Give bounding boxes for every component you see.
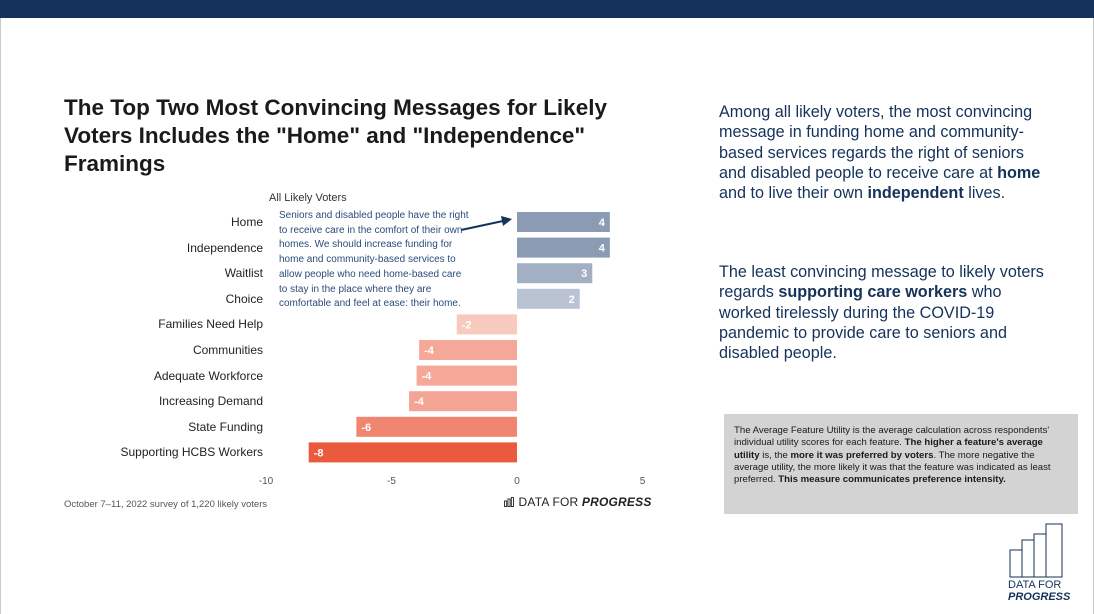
data-label: -4	[422, 371, 433, 383]
para1-home: home	[997, 163, 1041, 182]
annotation-arrow-line	[460, 220, 504, 231]
top-bar	[0, 0, 1094, 18]
x-tick-label: -5	[387, 476, 396, 487]
para1-text-e: lives.	[963, 184, 1006, 203]
category-label: Home	[230, 215, 263, 229]
data-for-progress-logo-icon	[1009, 523, 1063, 578]
data-label: -8	[314, 447, 324, 459]
utility-explanation-box: The Average Feature Utility is the avera…	[724, 414, 1078, 514]
category-label: Choice	[225, 291, 263, 306]
category-label: Waitlist	[224, 266, 263, 281]
big-logo-line1: DATA FOR	[1008, 579, 1062, 591]
bar-supporting-hcbs-workers	[308, 442, 517, 463]
data-for-progress-logo-text: DATA FOR PROGRESS	[1008, 579, 1070, 603]
chart-subtitle: All Likely Voters	[269, 192, 347, 204]
box-text-a: The Average Feature Utility is the avera…	[734, 425, 1050, 449]
para1-independent: independent	[867, 184, 964, 203]
category-label: Independence	[186, 240, 263, 255]
para2-care-workers: supporting care workers	[778, 283, 968, 302]
home-message-annotation: Seniors and disabled people have the rig…	[279, 210, 469, 310]
utility-explanation-text: The Average Feature Utility is the avera…	[734, 425, 1070, 486]
category-label: Communities	[192, 343, 263, 357]
data-label: -6	[361, 422, 371, 434]
bar-increasing-demand	[409, 391, 517, 412]
data-label: 3	[581, 268, 587, 280]
para1-text-a: Among all likely voters, the most convin…	[719, 103, 1033, 182]
bar-families-need-help	[456, 314, 517, 335]
data-label: -2	[462, 319, 472, 331]
logo-small-part2: PROGRESS	[581, 495, 652, 509]
data-label: -4	[424, 345, 435, 357]
data-for-progress-logo-small: DATA FOR PROGRESS	[504, 495, 652, 509]
most-convincing-paragraph: Among all likely voters, the most convin…	[719, 102, 1049, 203]
left-border	[0, 18, 1, 614]
x-tick-label: 0	[514, 476, 520, 487]
chart-title: The Top Two Most Convincing Messages for…	[64, 95, 607, 176]
data-label: -4	[414, 396, 425, 408]
x-tick-label: -10	[259, 476, 274, 487]
big-logo-line2: PROGRESS	[1008, 591, 1071, 603]
data-label: 4	[599, 243, 606, 255]
data-label: 4	[599, 217, 606, 229]
bar-communities	[419, 340, 517, 360]
box-text-e: . The more negative the average utility,…	[734, 449, 1051, 486]
logo-small-part1: DATA FOR	[518, 495, 582, 509]
bar-logo-icon	[504, 497, 514, 507]
box-text-d: more it was preferred by voters	[790, 449, 934, 461]
category-label: Supporting HCBS Workers	[120, 445, 264, 460]
category-label: Adequate Workforce	[153, 368, 263, 383]
bar-state-funding	[356, 416, 517, 437]
category-label: Increasing Demand	[158, 394, 263, 409]
bar-choice	[517, 288, 580, 309]
source-note: October 7–11, 2022 survey of 1,220 likel…	[64, 499, 268, 510]
bar-independence	[517, 237, 610, 258]
category-label: State Funding	[188, 419, 263, 434]
box-text-f: This measure communicates preference int…	[778, 474, 1006, 486]
para2-text-a: The least convincing message to likely v…	[719, 263, 1044, 302]
bar-waitlist	[517, 263, 593, 284]
bar-home	[517, 212, 610, 232]
para1-text-c: and to live their own	[719, 184, 868, 203]
box-text-c: is, the	[759, 449, 791, 461]
box-text-b: The higher a feature's average utility	[734, 437, 1043, 461]
least-convincing-paragraph: The least convincing message to likely v…	[719, 262, 1049, 363]
category-label: Families Need Help	[158, 317, 263, 332]
x-tick-label: 5	[640, 476, 646, 487]
data-label: 2	[569, 294, 575, 306]
annotation-arrow-head	[501, 216, 512, 226]
bar-adequate-workforce	[416, 365, 517, 386]
para2-text-c: who worked tirelessly during the COVID-1…	[719, 283, 1007, 363]
